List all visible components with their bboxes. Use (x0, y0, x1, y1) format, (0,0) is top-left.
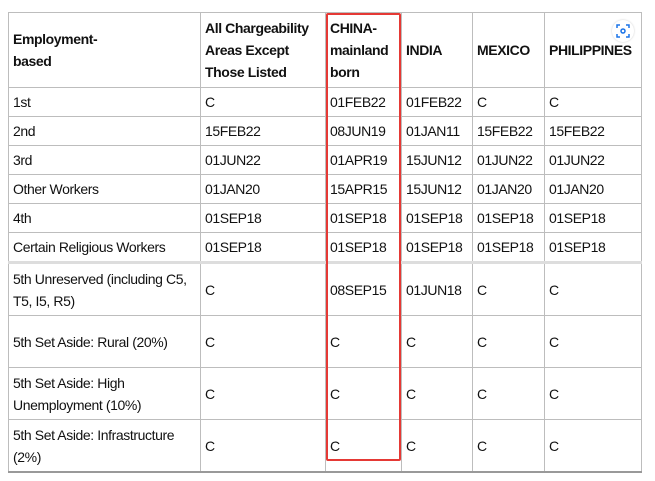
date-cell: C (544, 315, 642, 368)
date-cell: 01JUN22 (544, 145, 642, 175)
table-row: 5th Unreserved (including C5, T5, I5, R5… (8, 261, 642, 316)
header-cell: All Chargeability Areas Except Those Lis… (200, 12, 326, 88)
date-cell: 01SEP18 (544, 203, 642, 233)
date-cell: C (200, 87, 326, 117)
category-cell: 5th Set Aside: Infrastructure (2%) (8, 419, 201, 473)
category-cell: 5th Unreserved (including C5, T5, I5, R5… (8, 261, 201, 316)
date-cell: 01SEP18 (472, 203, 545, 233)
date-cell: C (544, 419, 642, 473)
table-row: 5th Set Aside: Infrastructure (2%) C C C C C (8, 419, 642, 473)
date-cell: 08JUN19 (325, 116, 402, 146)
date-cell: C (544, 367, 642, 420)
date-cell: 01FEB22 (325, 87, 402, 117)
date-cell: 01SEP18 (325, 203, 402, 233)
table-row: 5th Set Aside: Rural (20%) C C C C C (8, 315, 642, 368)
category-cell: 5th Set Aside: High Unemployment (10%) (8, 367, 201, 420)
table-row: 2nd 15FEB22 08JUN19 01JAN11 15FEB22 15FEB22 (8, 116, 642, 146)
date-cell: 01JAN11 (401, 116, 473, 146)
date-cell: C (200, 419, 326, 473)
table-row: Certain Religious Workers 01SEP18 01SEP18 0… (8, 232, 642, 263)
date-cell: 01SEP18 (401, 203, 473, 233)
date-cell: 01JAN20 (544, 174, 642, 204)
header-cell: INDIA (401, 12, 473, 88)
date-cell: 01JUN22 (472, 145, 545, 175)
table-row: 3rd 01JUN22 01APR19 15JUN12 01JUN22 01JUN22 (8, 145, 642, 175)
table-row: 1st C 01FEB22 01FEB22 C C (8, 87, 642, 117)
date-cell: C (200, 261, 326, 316)
date-cell: C (401, 315, 473, 368)
date-cell: C (472, 419, 545, 473)
date-cell: C (401, 419, 473, 473)
table-row: Other Workers 01JAN20 15APR15 15JUN12 01JAN2… (8, 174, 642, 204)
category-cell: 3rd (8, 145, 201, 175)
header-cell: CHINA-mainland born (325, 12, 402, 88)
date-cell: C (200, 315, 326, 368)
date-cell: C (472, 367, 545, 420)
table-row: 4th 01SEP18 01SEP18 01SEP18 01SEP18 01SEP18 (8, 203, 642, 233)
date-cell: 15APR15 (325, 174, 402, 204)
date-cell: C (544, 261, 642, 316)
date-cell: 01SEP18 (200, 232, 326, 263)
date-cell: 01JAN20 (472, 174, 545, 204)
date-cell: C (401, 367, 473, 420)
date-cell: C (200, 367, 326, 420)
date-cell: 01SEP18 (325, 232, 402, 263)
date-cell: 15FEB22 (472, 116, 545, 146)
category-cell: Other Workers (8, 174, 201, 204)
header-cell: Employment- based (8, 12, 201, 88)
date-cell: 15JUN12 (401, 145, 473, 175)
date-cell: C (325, 419, 402, 473)
date-cell: 08SEP15 (325, 261, 402, 316)
date-cell: 01SEP18 (401, 232, 473, 263)
visual-search-lens-icon[interactable] (612, 20, 634, 42)
date-cell: 01JUN18 (401, 261, 473, 316)
date-cell: 01JAN20 (200, 174, 326, 204)
date-cell: C (472, 87, 545, 117)
date-cell: 15JUN12 (401, 174, 473, 204)
date-cell: C (325, 367, 402, 420)
category-cell: Certain Religious Workers (8, 232, 201, 263)
date-cell: 15FEB22 (200, 116, 326, 146)
date-cell: C (472, 315, 545, 368)
date-cell: 01SEP18 (200, 203, 326, 233)
category-cell: 2nd (8, 116, 201, 146)
date-cell: 01SEP18 (472, 232, 545, 263)
header-cell: MEXICO (472, 12, 545, 88)
header-cell: PHILIPPINES (544, 12, 642, 88)
table-row: 5th Set Aside: High Unemployment (10%) C C… (8, 367, 642, 420)
date-cell: 01JUN22 (200, 145, 326, 175)
category-cell: 1st (8, 87, 201, 117)
date-cell: 01FEB22 (401, 87, 473, 117)
date-cell: C (325, 315, 402, 368)
visa-bulletin-table: Employment- based All Chargeability Area… (8, 12, 642, 473)
date-cell: C (544, 87, 642, 117)
header-row: Employment- based All Chargeability Area… (8, 12, 642, 88)
category-cell: 4th (8, 203, 201, 233)
category-cell: 5th Set Aside: Rural (20%) (8, 315, 201, 368)
date-cell: 01APR19 (325, 145, 402, 175)
date-cell: 01SEP18 (544, 232, 642, 263)
date-cell: C (472, 261, 545, 316)
date-cell: 15FEB22 (544, 116, 642, 146)
